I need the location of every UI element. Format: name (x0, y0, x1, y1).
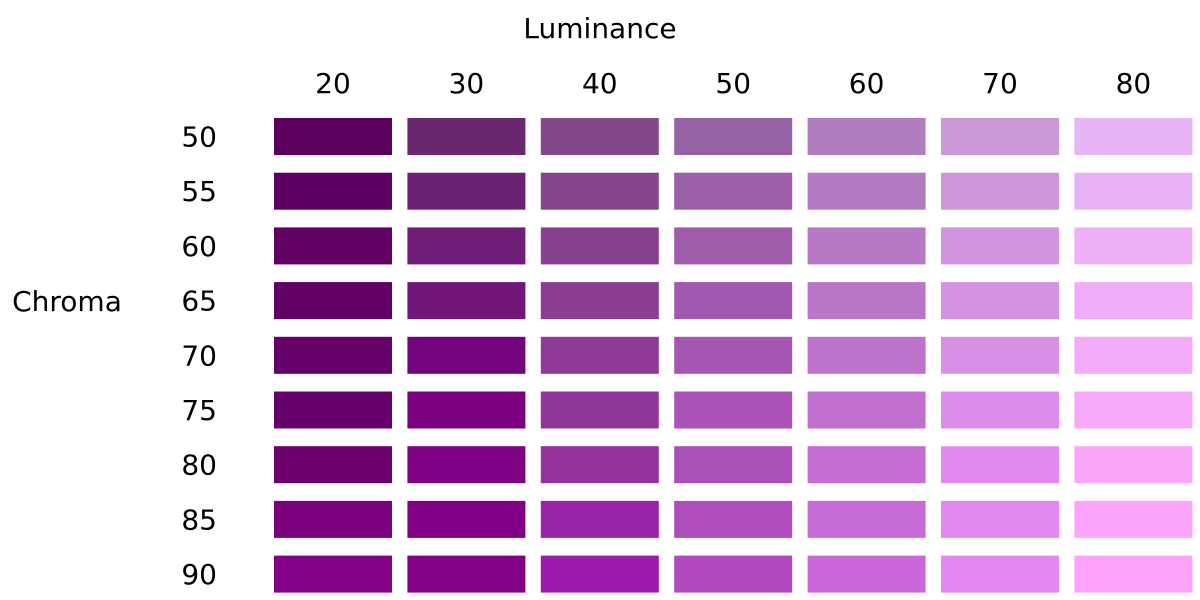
color-swatch-cell (540, 118, 659, 155)
color-swatch-cell (407, 336, 526, 374)
color-swatch-cell (407, 446, 526, 484)
color-swatch-cell (941, 336, 1059, 374)
color-swatch-cell (540, 336, 659, 374)
y-tick-label: 50 (181, 121, 217, 154)
x-tick-label: 20 (315, 67, 351, 100)
color-swatch-cell (274, 336, 392, 374)
color-swatch-cell (274, 118, 392, 155)
y-tick-label: 75 (181, 394, 217, 427)
y-axis-title: Chroma (12, 285, 122, 318)
x-tick-label: 30 (449, 67, 485, 100)
color-swatch-cell (1074, 555, 1193, 593)
y-tick-label: 65 (181, 285, 217, 318)
color-swatch-cell (540, 391, 659, 429)
color-swatch-cell (674, 172, 793, 210)
color-swatch-cell (674, 391, 793, 429)
color-swatch-cell (407, 282, 526, 320)
x-axis-title: Luminance (523, 12, 676, 45)
color-swatch-cell (274, 500, 392, 538)
y-tick-label: 70 (181, 339, 217, 372)
color-swatch-cell (540, 172, 659, 210)
color-swatch-cell (407, 555, 526, 593)
y-tick-label: 85 (181, 503, 217, 536)
color-swatch-cell (274, 446, 392, 484)
color-swatch-grid (274, 118, 1193, 593)
color-swatch-cell (274, 227, 392, 265)
color-swatch-cell (807, 118, 926, 155)
color-swatch-cell (807, 282, 926, 320)
color-swatch-cell (274, 391, 392, 429)
color-swatch-cell (674, 446, 793, 484)
color-swatch-cell (807, 500, 926, 538)
color-swatch-cell (1074, 500, 1193, 538)
color-swatch-cell (674, 282, 793, 320)
color-swatch-cell (941, 282, 1059, 320)
color-swatch-cell (540, 555, 659, 593)
color-swatch-cell (1074, 118, 1193, 155)
color-swatch-cell (941, 118, 1059, 155)
color-swatch-cell (941, 446, 1059, 484)
color-swatch-cell (540, 227, 659, 265)
color-swatch-cell (407, 172, 526, 210)
x-tick-label: 50 (715, 67, 751, 100)
color-swatch-cell (1074, 282, 1193, 320)
color-swatch-cell (1074, 336, 1193, 374)
x-axis-tick-labels: 20 30 40 50 60 70 80 (315, 67, 1151, 100)
color-swatch-cell (674, 336, 793, 374)
color-swatch-cell (807, 227, 926, 265)
color-swatch-cell (1074, 172, 1193, 210)
color-swatch-cell (540, 446, 659, 484)
x-tick-label: 80 (1116, 67, 1152, 100)
color-swatch-cell (941, 500, 1059, 538)
y-tick-label: 80 (181, 449, 217, 482)
color-swatch-cell (941, 555, 1059, 593)
color-swatch-cell (540, 500, 659, 538)
color-swatch-cell (807, 391, 926, 429)
color-swatch-cell (941, 391, 1059, 429)
color-swatch-cell (274, 172, 392, 210)
color-swatch-cell (674, 555, 793, 593)
color-swatch-cell (807, 555, 926, 593)
color-swatch-cell (1074, 446, 1193, 484)
color-swatch-cell (674, 118, 793, 155)
color-swatch-cell (1074, 391, 1193, 429)
y-tick-label: 90 (181, 558, 217, 591)
color-swatch-cell (274, 282, 392, 320)
color-swatch-cell (941, 227, 1059, 265)
y-axis-tick-labels: 50 55 60 65 70 75 80 85 90 (181, 121, 217, 592)
color-swatch-cell (274, 555, 392, 593)
color-swatch-cell (1074, 227, 1193, 265)
x-tick-label: 40 (582, 67, 618, 100)
color-swatch-cell (407, 118, 526, 155)
color-swatch-cell (407, 500, 526, 538)
color-swatch-cell (807, 336, 926, 374)
color-swatch-cell (674, 227, 793, 265)
color-swatch-cell (807, 446, 926, 484)
color-swatch-cell (807, 172, 926, 210)
color-swatch-cell (407, 227, 526, 265)
x-tick-label: 60 (849, 67, 885, 100)
color-swatch-cell (540, 282, 659, 320)
color-swatch-cell (407, 391, 526, 429)
x-tick-label: 70 (982, 67, 1018, 100)
y-tick-label: 55 (181, 175, 217, 208)
color-swatch-cell (941, 172, 1059, 210)
y-tick-label: 60 (181, 230, 217, 263)
color-swatch-cell (674, 500, 793, 538)
